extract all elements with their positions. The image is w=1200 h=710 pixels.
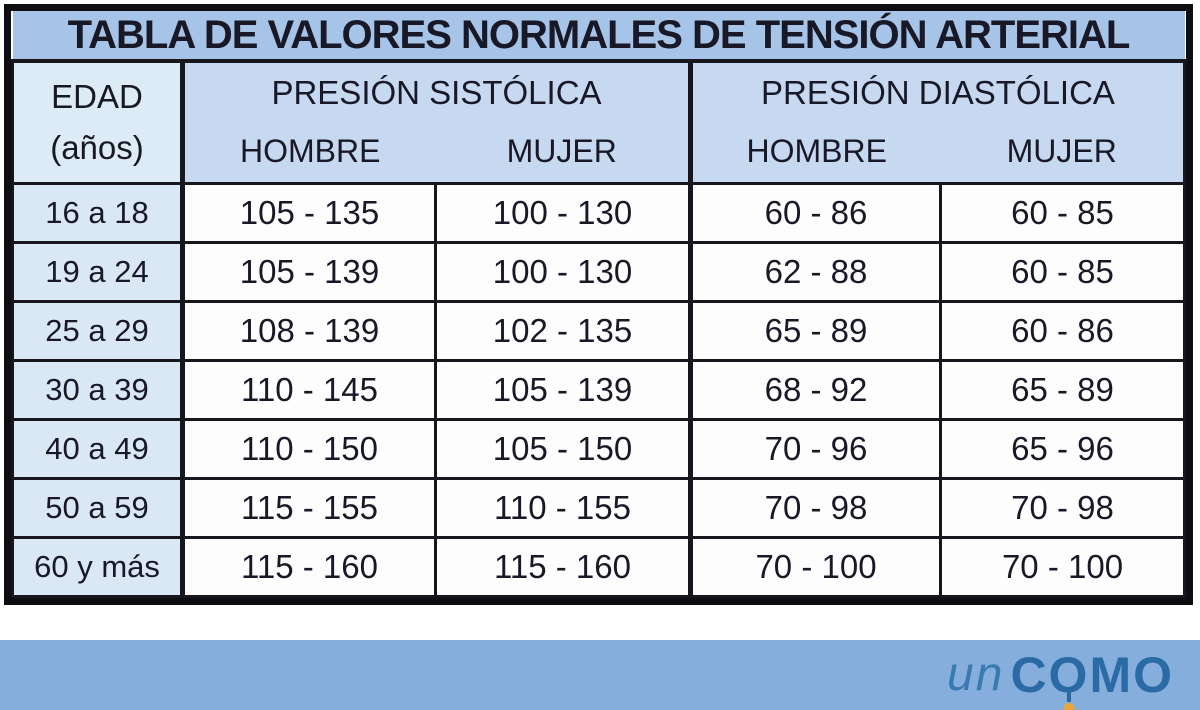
systolic-female-cell: 100 - 130 <box>434 181 692 244</box>
systolic-female-cell: 100 - 130 <box>434 240 692 303</box>
table-row: 30 a 39 110 - 145 105 - 139 68 - 92 65 -… <box>11 358 1186 421</box>
table-row: 50 a 59 115 - 155 110 - 155 70 - 98 70 -… <box>11 476 1186 539</box>
systolic-group-header: PRESIÓN SISTÓLICA <box>180 59 692 122</box>
age-cell: 30 a 39 <box>11 358 184 421</box>
diastolic-male-cell: 70 - 98 <box>688 476 942 539</box>
diastolic-male-cell: 68 - 92 <box>688 358 942 421</box>
logo-letters-mo: MO <box>1089 647 1174 703</box>
diastolic-male-cell: 62 - 88 <box>688 240 942 303</box>
systolic-male-header: HOMBRE <box>180 122 436 185</box>
logo-letter-o-with-pin-icon: O <box>1048 647 1090 703</box>
footer-band: un C O MO <box>0 640 1200 710</box>
systolic-male-cell: 110 - 150 <box>180 417 437 480</box>
logo-letter-c: C <box>1010 647 1049 703</box>
table-row: 25 a 29 108 - 139 102 - 135 65 - 89 60 -… <box>11 299 1186 362</box>
diastolic-female-cell: 60 - 85 <box>939 240 1186 303</box>
diastolic-male-cell: 70 - 100 <box>688 535 942 598</box>
table-row: 60 y más 115 - 160 115 - 160 70 - 100 70… <box>11 535 1186 598</box>
age-cell: 60 y más <box>11 535 184 598</box>
systolic-male-cell: 115 - 155 <box>180 476 437 539</box>
systolic-female-header: MUJER <box>435 122 692 185</box>
logo-un-text: un <box>947 648 1005 701</box>
age-column-header: EDAD (años) <box>11 59 184 185</box>
systolic-male-cell: 105 - 135 <box>180 181 437 244</box>
age-cell: 19 a 24 <box>11 240 184 303</box>
diastolic-female-cell: 70 - 100 <box>939 535 1186 598</box>
table-row: 16 a 18 105 - 135 100 - 130 60 - 86 60 -… <box>11 181 1186 244</box>
age-cell: 16 a 18 <box>11 181 184 244</box>
diastolic-female-cell: 65 - 89 <box>939 358 1186 421</box>
diastolic-male-cell: 65 - 89 <box>688 299 942 362</box>
diastolic-female-cell: 60 - 86 <box>939 299 1186 362</box>
systolic-female-cell: 115 - 160 <box>434 535 692 598</box>
systolic-female-cell: 110 - 155 <box>434 476 692 539</box>
systolic-female-cell: 105 - 139 <box>434 358 692 421</box>
diastolic-female-cell: 65 - 96 <box>939 417 1186 480</box>
age-header-line2: (años) <box>50 129 144 167</box>
systolic-female-cell: 102 - 135 <box>434 299 692 362</box>
table-title: TABLA DE VALORES NORMALES DE TENSIÓN ART… <box>12 11 1185 63</box>
diastolic-group-header: PRESIÓN DIASTÓLICA <box>688 59 1186 122</box>
blood-pressure-table: TABLA DE VALORES NORMALES DE TENSIÓN ART… <box>4 4 1193 605</box>
diastolic-male-cell: 60 - 86 <box>688 181 942 244</box>
diastolic-female-cell: 70 - 98 <box>939 476 1186 539</box>
table-row: 19 a 24 105 - 139 100 - 130 62 - 88 60 -… <box>11 240 1186 303</box>
age-cell: 50 a 59 <box>11 476 184 539</box>
systolic-male-cell: 108 - 139 <box>180 299 437 362</box>
age-header-line1: EDAD <box>51 78 143 116</box>
age-cell: 40 a 49 <box>11 417 184 480</box>
systolic-male-cell: 110 - 145 <box>180 358 437 421</box>
systolic-male-cell: 115 - 160 <box>180 535 437 598</box>
diastolic-female-header: MUJER <box>940 122 1186 185</box>
diastolic-male-header: HOMBRE <box>688 122 941 185</box>
systolic-female-cell: 105 - 150 <box>434 417 692 480</box>
diastolic-female-cell: 60 - 85 <box>939 181 1186 244</box>
table-row: 40 a 49 110 - 150 105 - 150 70 - 96 65 -… <box>11 417 1186 480</box>
diastolic-male-cell: 70 - 96 <box>688 417 942 480</box>
systolic-male-cell: 105 - 139 <box>180 240 437 303</box>
age-cell: 25 a 29 <box>11 299 184 362</box>
uncomo-logo: un C O MO <box>947 650 1174 700</box>
